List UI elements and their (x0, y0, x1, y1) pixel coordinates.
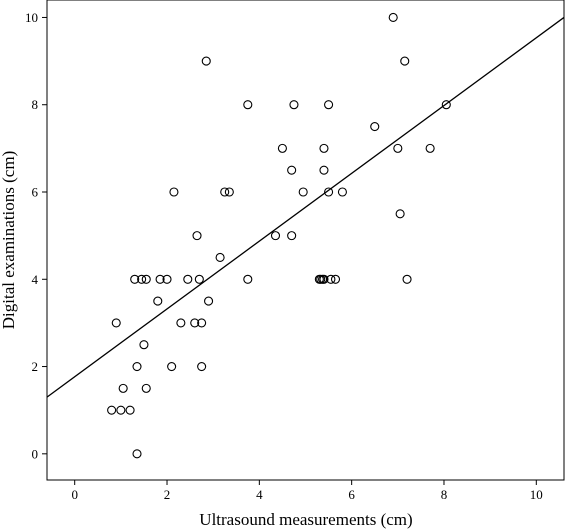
data-point (277, 143, 287, 153)
x-tick-label: 0 (71, 487, 78, 502)
y-axis-title: Digital examinations (cm) (0, 151, 18, 329)
x-axis-title: Ultrasound measurements (cm) (199, 510, 412, 529)
data-point (243, 100, 253, 110)
data-point (370, 121, 380, 132)
data-point (402, 274, 412, 284)
data-point (169, 187, 179, 197)
data-point (330, 274, 341, 284)
x-tick-label: 8 (441, 487, 448, 502)
x-tick-label: 2 (164, 487, 171, 502)
data-point (215, 252, 225, 263)
data-point (197, 361, 207, 372)
x-tick-label: 4 (256, 487, 263, 502)
y-tick-label: 8 (32, 97, 39, 112)
data-point (324, 100, 334, 110)
data-point (441, 100, 451, 110)
data-point (287, 165, 297, 175)
data-point (204, 296, 214, 306)
data-point (116, 405, 126, 415)
data-point (388, 12, 398, 23)
data-point (337, 187, 347, 197)
data-point (118, 383, 128, 393)
data-point (289, 100, 299, 110)
data-point (155, 274, 165, 284)
data-point (167, 361, 177, 372)
data-point (132, 449, 142, 459)
data-point (139, 340, 149, 350)
data-points (107, 12, 451, 459)
data-point (137, 274, 147, 284)
data-point (326, 274, 336, 284)
x-tick-label: 6 (348, 487, 355, 502)
data-point (192, 231, 202, 241)
regression-line-group (46, 16, 565, 398)
data-point (141, 274, 151, 284)
data-point (287, 231, 297, 241)
data-point (298, 187, 308, 197)
data-point (220, 187, 230, 197)
data-point (395, 209, 405, 219)
data-point (130, 274, 140, 284)
data-point (190, 318, 200, 328)
data-point (319, 143, 329, 153)
data-point (425, 143, 435, 153)
y-tick-label: 6 (32, 185, 39, 200)
data-point (125, 405, 135, 415)
data-point (243, 274, 253, 284)
data-point (132, 361, 142, 372)
y-tick-label: 4 (32, 272, 39, 287)
data-point (194, 274, 204, 284)
data-point (324, 187, 334, 197)
data-point (197, 318, 207, 328)
data-point (400, 56, 410, 66)
data-point (270, 231, 281, 241)
data-point (224, 187, 234, 197)
data-point (183, 274, 193, 284)
data-point (141, 383, 151, 393)
regression-line (46, 16, 565, 398)
data-point (319, 274, 329, 284)
data-point (319, 165, 329, 175)
data-point (176, 318, 186, 328)
axis-ticks: 0 2 4 6 8 10 0 2 4 6 8 10 (25, 10, 543, 502)
y-tick-label: 0 (32, 446, 39, 461)
data-point (201, 56, 211, 66)
x-tick-label: 10 (530, 487, 543, 502)
data-point (162, 274, 172, 284)
data-point (111, 318, 121, 328)
y-tick-label: 10 (25, 10, 38, 25)
y-tick-label: 2 (32, 359, 39, 374)
data-point (107, 405, 117, 415)
data-point (393, 143, 403, 153)
data-point (153, 296, 163, 306)
